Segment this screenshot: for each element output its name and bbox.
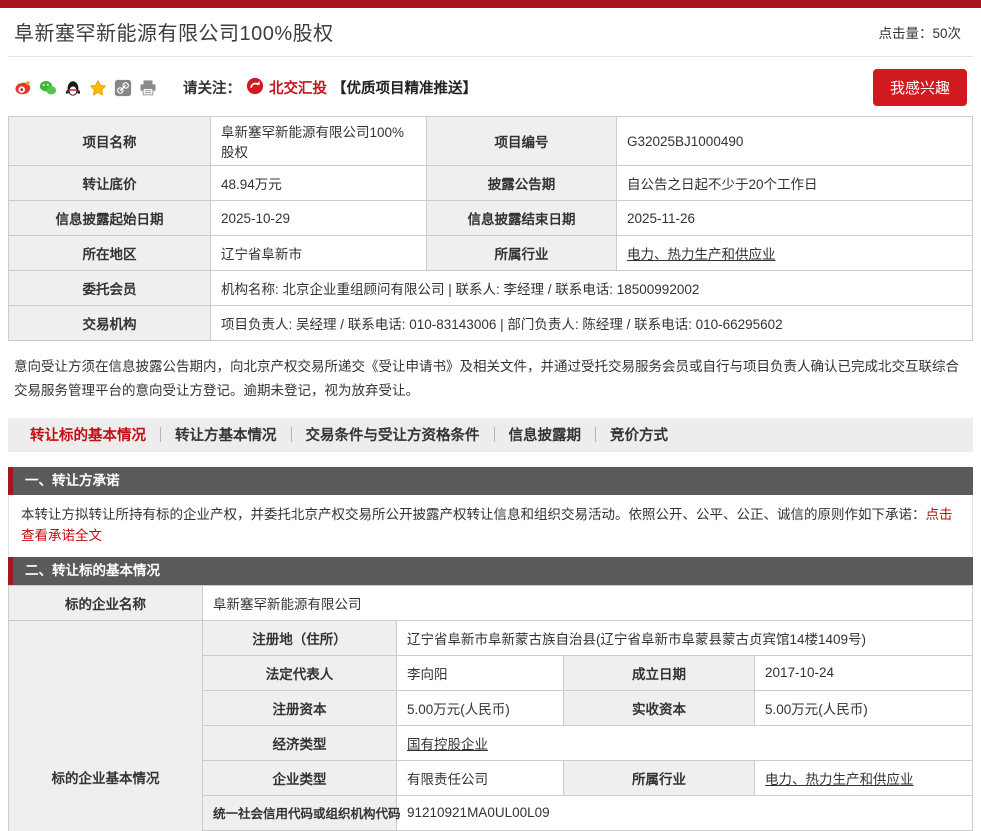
page-title: 阜新塞罕新能源有限公司100%股权	[14, 23, 334, 45]
table-row: 标的企业基本情况 注册地（住所） 辽宁省阜新市阜新蒙古族自治县(辽宁省阜新市阜蒙…	[8, 619, 973, 831]
field-label: 交易机构	[8, 305, 211, 341]
field-value: 48.94万元	[210, 165, 427, 201]
field-label: 所属行业	[426, 235, 617, 271]
tab-divider	[290, 427, 292, 443]
table-row: 经济类型 国有控股企业	[9, 724, 973, 761]
field-label: 实收资本	[563, 689, 755, 726]
field-label: 成立日期	[563, 654, 755, 691]
tab-transfer-target-basics[interactable]: 转让标的基本情况	[30, 428, 146, 445]
brand-link[interactable]: 北交汇投	[269, 81, 327, 97]
field-label: 披露公告期	[426, 165, 617, 201]
field-value: 阜新塞罕新能源有限公司	[202, 584, 973, 621]
field-value: 项目负责人: 吴经理 / 联系电话: 010-83143006 | 部门负责人:…	[210, 305, 973, 341]
top-accent-bar	[0, 0, 981, 8]
tab-divider	[160, 427, 161, 443]
section-tabbar: 转让标的基本情况 转让方基本情况 交易条件与受让方资格条件 信息披露期 竞价方式	[8, 417, 973, 452]
commitment-body: 本转让方拟转让所持有标的企业产权，并委托北京产权交易所公开披露产权转让信息和组织…	[21, 506, 926, 522]
field-value: 李向阳	[396, 654, 564, 691]
view-count-value: 50次	[932, 25, 961, 41]
view-count-label: 点击量：	[878, 25, 933, 41]
tab-divider	[493, 427, 495, 443]
company-info-table: 标的企业名称 阜新塞罕新能源有限公司 标的企业基本情况 注册地（住所） 辽宁省阜…	[8, 584, 973, 831]
table-row: 所在地区 辽宁省阜新市 所属行业 电力、热力生产和供应业	[8, 235, 973, 271]
field-value: G32025BJ1000490	[616, 116, 973, 166]
table-row: 法定代表人 李向阳 成立日期 2017-10-24	[9, 654, 973, 691]
field-value: 机构名称: 北京企业重组顾问有限公司 | 联系人: 李经理 / 联系电话: 18…	[210, 270, 973, 306]
wechat-share-icon[interactable]	[39, 79, 57, 97]
tab-transferor-basics[interactable]: 转让方基本情况	[175, 428, 277, 445]
qq-share-icon[interactable]	[64, 79, 82, 97]
field-label: 转让底价	[8, 165, 211, 201]
project-summary-table: 项目名称 阜新塞罕新能源有限公司100%股权 项目编号 G32025BJ1000…	[8, 116, 973, 341]
copy-link-icon[interactable]	[114, 79, 132, 97]
field-value: 2025-10-29	[210, 200, 427, 236]
interested-button[interactable]: 我感兴趣	[872, 69, 967, 106]
field-value: 电力、热力生产和供应业	[616, 235, 973, 271]
field-label: 注册资本	[202, 689, 397, 726]
view-full-commitment-link[interactable]: 点击查看承诺全文	[21, 506, 953, 544]
field-label: 经济类型	[202, 724, 397, 761]
company-basics-group-label: 标的企业基本情况	[8, 619, 203, 831]
follow-area: 请关注： 北交汇投 【优质项目精准推送】	[183, 77, 477, 99]
title-row: 阜新塞罕新能源有限公司100%股权 点击量：50次	[8, 8, 973, 57]
table-row: 统一社会信用代码或组织机构代码 91210921MA0UL00L09	[9, 794, 973, 831]
table-row: 委托会员 机构名称: 北京企业重组顾问有限公司 | 联系人: 李经理 / 联系电…	[8, 270, 973, 306]
industry-link[interactable]: 电力、热力生产和供应业	[627, 247, 776, 262]
field-value: 5.00万元(人民币)	[754, 689, 973, 726]
field-label: 项目名称	[8, 116, 211, 166]
table-row: 注册资本 5.00万元(人民币) 实收资本 5.00万元(人民币)	[9, 689, 973, 726]
field-label: 标的企业名称	[8, 584, 203, 621]
field-label: 委托会员	[8, 270, 211, 306]
table-row: 标的企业名称 阜新塞罕新能源有限公司	[8, 584, 973, 621]
section-header-transferor-commitment: 一、转让方承诺	[8, 466, 973, 495]
field-value: 阜新塞罕新能源有限公司100%股权	[210, 116, 427, 166]
print-icon[interactable]	[139, 79, 157, 97]
weibo-share-icon[interactable]	[14, 79, 32, 97]
field-value: 辽宁省阜新市	[210, 235, 427, 271]
field-value: 有限责任公司	[396, 759, 564, 796]
field-value: 辽宁省阜新市阜新蒙古族自治县(辽宁省阜新市阜蒙县蒙古贞宾馆14楼1409号)	[396, 619, 973, 656]
table-row: 信息披露起始日期 2025-10-29 信息披露结束日期 2025-11-26	[8, 200, 973, 236]
tab-disclosure-period[interactable]: 信息披露期	[508, 428, 582, 445]
favorite-star-icon[interactable]	[89, 79, 107, 97]
brand-suffix: 【优质项目精准推送】	[332, 81, 477, 97]
field-label: 法定代表人	[202, 654, 397, 691]
field-label: 信息披露起始日期	[8, 200, 211, 236]
tab-transaction-conditions[interactable]: 交易条件与受让方资格条件	[305, 428, 480, 445]
field-value: 自公告之日起不少于20个工作日	[616, 165, 973, 201]
field-value: 91210921MA0UL00L09	[396, 794, 973, 831]
field-value: 5.00万元(人民币)	[396, 689, 564, 726]
tab-bidding-method[interactable]: 竞价方式	[610, 428, 668, 445]
share-icons	[14, 79, 157, 97]
section-header-target-basics: 二、转让标的基本情况	[8, 556, 973, 585]
economic-type-link[interactable]: 国有控股企业	[407, 736, 488, 752]
field-label: 所属行业	[563, 759, 755, 796]
registration-notice: 意向受让方须在信息披露公告期内，向北京产权交易所递交《受让申请书》及相关文件，并…	[14, 359, 959, 399]
commitment-text: 本转让方拟转让所持有标的企业产权，并委托北京产权交易所公开披露产权转让信息和组织…	[8, 494, 973, 557]
table-row: 项目名称 阜新塞罕新能源有限公司100%股权 项目编号 G32025BJ1000…	[8, 116, 973, 166]
industry-link[interactable]: 电力、热力生产和供应业	[765, 771, 914, 787]
table-row: 转让底价 48.94万元 披露公告期 自公告之日起不少于20个工作日	[8, 165, 973, 201]
brand-circle-icon	[246, 77, 264, 99]
share-row: 请关注： 北交汇投 【优质项目精准推送】 我感兴趣	[8, 57, 973, 116]
table-row: 企业类型 有限责任公司 所属行业 电力、热力生产和供应业	[9, 759, 973, 796]
field-label: 注册地（住所）	[202, 619, 397, 656]
field-label: 项目编号	[426, 116, 617, 166]
field-label: 统一社会信用代码或组织机构代码	[202, 794, 401, 831]
follow-label: 请关注：	[183, 81, 241, 97]
field-label: 所在地区	[8, 235, 211, 271]
field-value: 2025-11-26	[616, 200, 973, 236]
field-label: 企业类型	[202, 759, 397, 796]
field-value: 电力、热力生产和供应业	[754, 759, 973, 796]
table-row: 交易机构 项目负责人: 吴经理 / 联系电话: 010-83143006 | 部…	[8, 305, 973, 341]
field-value: 2017-10-24	[754, 654, 973, 691]
view-count: 点击量：50次	[878, 22, 967, 42]
field-value: 国有控股企业	[396, 724, 973, 761]
field-label: 信息披露结束日期	[426, 200, 617, 236]
tab-divider	[595, 427, 596, 443]
